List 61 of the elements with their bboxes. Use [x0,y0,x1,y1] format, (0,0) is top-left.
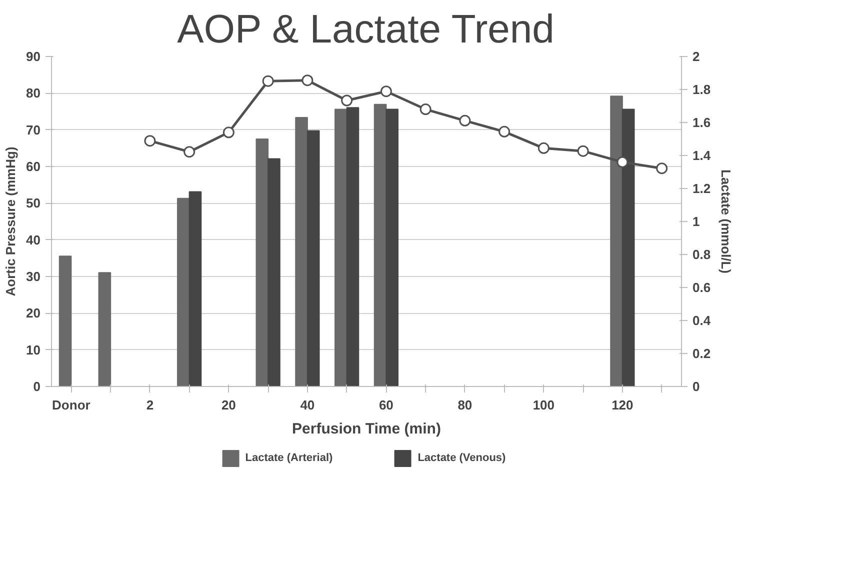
y-tick-label: 70 [26,122,41,138]
y2-tick-label: 1.6 [692,115,711,130]
y-tick-label: 20 [26,306,41,321]
y-tick-label: 10 [26,342,41,358]
y-tick-label: 50 [26,196,41,211]
y-tick-label: 60 [26,159,41,174]
x-tick-label: 100 [532,398,555,412]
y-tick-label: 0 [33,379,41,394]
point [341,94,353,106]
point [616,156,628,168]
y2-tick-label: 2 [692,49,700,64]
point [302,74,314,86]
x-tick-label: 80 [458,398,472,412]
point [656,162,668,174]
bar [268,158,280,386]
y2-tick-label: 1 [692,214,700,229]
chart-title: AOP & Lactate Trend [177,8,554,52]
y-tick-label: 40 [26,232,41,248]
bar [58,256,72,386]
bar [295,117,308,386]
y2-tick-label: 1.4 [692,148,712,163]
bar [610,96,623,386]
legend-label: Lactate (Venous) [418,452,506,464]
y2-tick-label: 0.4 [692,313,712,328]
x-tick-label: 20 [221,398,236,412]
y2-tick-label: 0.6 [692,280,711,295]
x-tick-label: 120 [612,398,634,412]
y-axis-title: Aortic Pressure (mmHg) [3,146,18,296]
bar [306,130,320,386]
bar [98,272,112,386]
y-tick-label: 80 [26,86,41,101]
y2-tick-label: 0.2 [692,346,711,361]
x-tick-label: Donor [52,398,90,412]
bar [177,198,190,386]
point [459,114,471,126]
y2-tick-label: 1.2 [692,181,711,196]
point [498,126,510,138]
legend-label: Lactate (Arterial) [245,452,333,464]
bar [386,108,398,386]
x-axis-title: Perfusion Time (min) [292,420,441,438]
y2-axis-title: Lactate (mmol/L) [718,169,734,274]
y-tick-label: 30 [26,269,41,284]
point [144,135,156,147]
y-tick-label: 90 [26,49,41,64]
bar [334,108,348,386]
point [262,75,274,87]
x-tick-label: 60 [378,398,394,412]
x-tick-label: 40 [300,398,315,412]
point [420,104,432,116]
y2-tick-label: 1.8 [692,82,711,97]
y2-tick-label: 0.8 [692,247,711,262]
bar [256,138,269,386]
point [380,86,392,98]
bar [374,104,387,386]
x-tick-label: 2 [146,398,154,412]
point [184,146,196,158]
point [538,142,550,154]
bar [188,191,202,386]
point [577,145,589,157]
point [222,126,234,138]
y2-tick-label: 0 [692,379,700,394]
